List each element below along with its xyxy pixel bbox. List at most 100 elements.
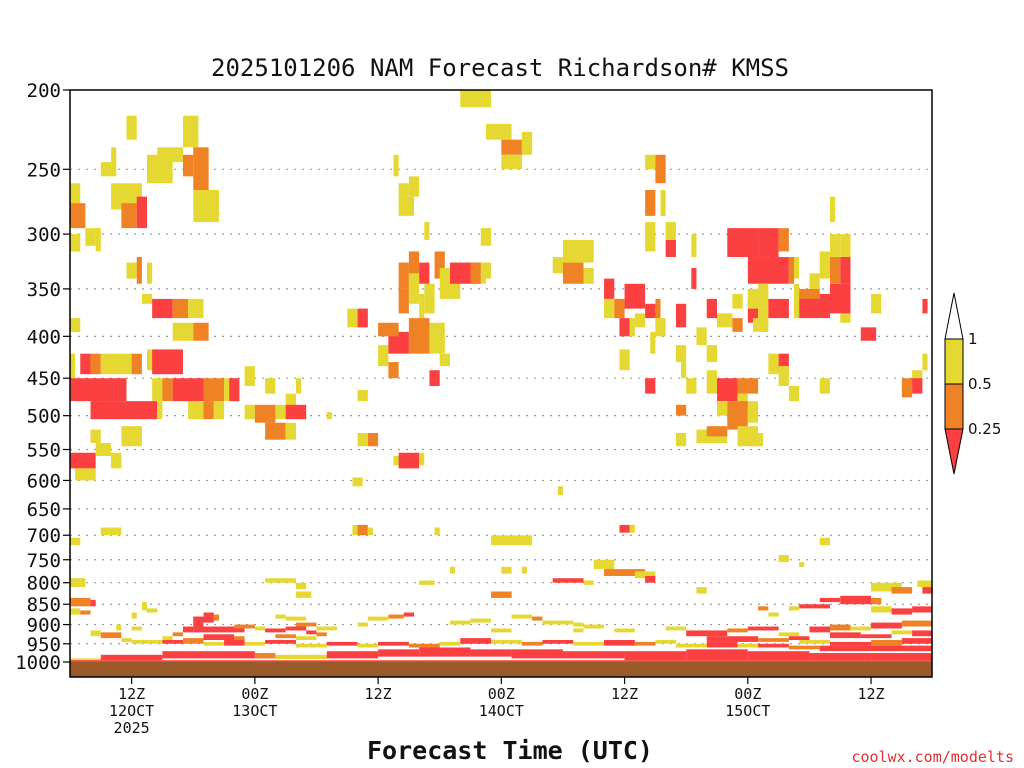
ri-cell-orange	[829, 624, 851, 631]
x-tick-label-3-2: 14OCT	[479, 702, 524, 720]
ri-cell-yellow	[295, 582, 307, 590]
ri-cell-yellow	[696, 327, 707, 346]
ri-cell-red	[511, 649, 563, 659]
ri-cell-yellow	[480, 262, 492, 279]
x-tick-label-3-1: 00Z	[488, 685, 515, 703]
ri-cell-red	[162, 651, 255, 659]
ri-cell-orange	[521, 641, 543, 646]
ri-cell-yellow	[593, 559, 615, 570]
ri-cell-yellow	[295, 591, 312, 598]
ri-cell-orange	[727, 401, 748, 430]
ri-cell-red	[747, 651, 810, 661]
ri-cell-red	[357, 308, 368, 328]
ri-cell-yellow	[90, 429, 101, 444]
ri-cell-yellow	[85, 228, 96, 246]
ri-cell-orange	[470, 262, 481, 284]
ri-cell-red	[922, 587, 932, 594]
ri-cell-yellow	[706, 345, 718, 363]
ri-cell-yellow	[357, 432, 368, 447]
ri-cell-red	[691, 267, 697, 289]
ri-cell-red	[840, 257, 851, 284]
ri-cell-red	[229, 378, 240, 402]
ri-cell-orange	[408, 643, 440, 648]
ri-cell-yellow	[398, 196, 415, 216]
legend-label-2: 0.25	[968, 420, 1001, 438]
ri-cell-yellow	[573, 622, 584, 627]
ri-cell-yellow	[378, 345, 389, 367]
ri-cell-yellow	[244, 366, 255, 387]
ri-cell-yellow	[419, 452, 425, 466]
ri-cell-yellow	[367, 616, 389, 621]
ri-cell-orange	[871, 640, 902, 646]
ri-cell-orange	[891, 587, 913, 594]
ri-cell-yellow	[562, 239, 594, 263]
ri-cell-yellow	[794, 283, 800, 319]
ri-cell-red	[819, 597, 841, 603]
ri-cell-yellow	[686, 378, 697, 394]
ri-cell-red	[285, 404, 307, 420]
ri-cell-yellow	[285, 616, 307, 621]
x-tick-label-1-2: 13OCT	[232, 702, 277, 720]
ri-cell-yellow	[485, 123, 512, 140]
ri-cell-yellow	[393, 455, 399, 466]
credit-text: coolwx.com/modelts	[851, 748, 1014, 766]
chart-title: 2025101206 NAM Forecast Richardson# KMSS	[211, 54, 789, 82]
ri-cell-orange	[532, 616, 543, 621]
ri-cell-yellow	[747, 288, 759, 309]
ri-cell-yellow	[511, 614, 533, 619]
ri-cell-orange	[172, 298, 189, 319]
ri-cell-yellow	[629, 524, 635, 533]
ri-cell-yellow	[244, 404, 255, 420]
x-tick-label-2-1: 12Z	[365, 685, 392, 703]
ri-cell-red	[203, 612, 214, 617]
ri-cell-red	[203, 634, 235, 641]
ri-cell-red	[193, 622, 204, 627]
ri-cell-yellow	[752, 318, 759, 332]
ri-cell-yellow	[752, 432, 764, 447]
ri-cell-yellow	[491, 640, 522, 644]
ri-cell-orange	[316, 632, 327, 637]
ri-cell-yellow	[819, 537, 830, 546]
ri-cell-orange	[70, 597, 91, 607]
ri-cell-red	[747, 626, 779, 631]
ri-cell-red	[152, 349, 183, 375]
ri-cell-orange	[213, 614, 219, 621]
ri-cell-yellow	[193, 190, 219, 223]
ri-cell-yellow	[357, 389, 368, 402]
ri-cell-yellow	[70, 183, 81, 204]
y-tick-label-200: 200	[27, 80, 61, 102]
ri-cell-yellow	[357, 643, 379, 648]
ri-cell-red	[419, 262, 430, 284]
ri-cell-yellow	[254, 626, 266, 631]
ri-cell-yellow	[778, 366, 789, 387]
ri-cell-red	[891, 608, 913, 615]
ri-cell-orange	[275, 634, 296, 639]
ri-cell-yellow	[141, 602, 148, 611]
ri-cell-red	[860, 634, 892, 639]
ri-cell-red	[840, 595, 872, 605]
ri-cell-red	[152, 298, 173, 319]
y-tick-label-700: 700	[27, 525, 61, 547]
ri-cell-orange	[706, 426, 728, 437]
ri-cell-yellow	[126, 115, 137, 140]
ri-cell-orange	[788, 645, 820, 650]
ri-cell-red	[193, 616, 214, 623]
ri-cell-orange	[645, 190, 656, 216]
ri-cell-yellow	[70, 658, 101, 662]
ri-cell-red	[717, 378, 738, 402]
ri-cell-orange	[172, 632, 183, 637]
ri-cell-red	[747, 298, 759, 323]
ri-cell-orange	[758, 606, 769, 611]
ri-cell-yellow	[424, 222, 430, 240]
y-tick-label-250: 250	[27, 159, 61, 181]
ri-cell-red	[686, 630, 728, 637]
ri-cell-red	[706, 641, 738, 648]
ri-cell-orange	[80, 610, 91, 615]
ri-cell-red	[224, 640, 245, 646]
ri-cell-orange	[121, 203, 137, 229]
ri-cell-yellow	[429, 322, 445, 354]
ri-cell-orange	[100, 632, 122, 639]
ri-cell-red	[912, 630, 932, 637]
ri-cell-yellow	[675, 345, 687, 363]
ri-cell-red	[829, 632, 861, 639]
